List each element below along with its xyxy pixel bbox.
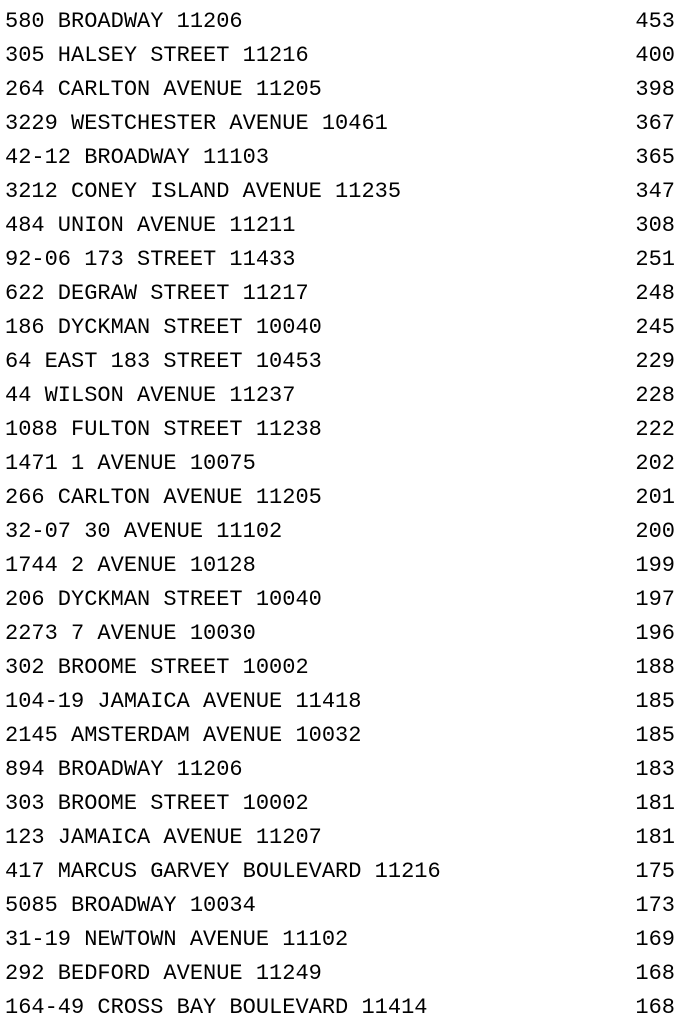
count-cell: 197 [635, 587, 675, 612]
count-cell: 168 [635, 995, 675, 1020]
address-cell: 186 DYCKMAN STREET 10040 [5, 315, 322, 340]
count-cell: 400 [635, 43, 675, 68]
count-cell: 228 [635, 383, 675, 408]
table-row: 164-49 CROSS BAY BOULEVARD 11414 168 [5, 991, 675, 1025]
table-row: 32-07 30 AVENUE 11102 200 [5, 515, 675, 549]
count-cell: 398 [635, 77, 675, 102]
table-row: 123 JAMAICA AVENUE 11207 181 [5, 821, 675, 855]
table-row: 1471 1 AVENUE 10075 202 [5, 447, 675, 481]
count-cell: 185 [635, 689, 675, 714]
count-cell: 173 [635, 893, 675, 918]
address-cell: 894 BROADWAY 11206 [5, 757, 243, 782]
table-row: 417 MARCUS GARVEY BOULEVARD 11216 175 [5, 855, 675, 889]
address-cell: 417 MARCUS GARVEY BOULEVARD 11216 [5, 859, 441, 884]
table-row: 2145 AMSTERDAM AVENUE 10032 185 [5, 719, 675, 753]
table-row: 2273 7 AVENUE 10030 196 [5, 617, 675, 651]
count-cell: 168 [635, 961, 675, 986]
address-cell: 44 WILSON AVENUE 11237 [5, 383, 296, 408]
address-cell: 3212 CONEY ISLAND AVENUE 11235 [5, 179, 402, 204]
table-row: 264 CARLTON AVENUE 11205 398 [5, 73, 675, 107]
address-cell: 92-06 173 STREET 11433 [5, 247, 296, 272]
table-row: 92-06 173 STREET 11433 251 [5, 243, 675, 277]
address-cell: 305 HALSEY STREET 11216 [5, 43, 309, 68]
address-cell: 264 CARLTON AVENUE 11205 [5, 77, 322, 102]
count-cell: 183 [635, 757, 675, 782]
count-cell: 201 [635, 485, 675, 510]
count-cell: 453 [635, 9, 675, 34]
address-count-table: 580 BROADWAY 11206 453 305 HALSEY STREET … [5, 5, 675, 1025]
table-row: 44 WILSON AVENUE 11237 228 [5, 379, 675, 413]
table-row: 3212 CONEY ISLAND AVENUE 11235 347 [5, 175, 675, 209]
table-row: 64 EAST 183 STREET 10453 229 [5, 345, 675, 379]
table-row: 186 DYCKMAN STREET 10040 245 [5, 311, 675, 345]
address-cell: 32-07 30 AVENUE 11102 [5, 519, 283, 544]
address-cell: 266 CARLTON AVENUE 11205 [5, 485, 322, 510]
address-cell: 580 BROADWAY 11206 [5, 9, 243, 34]
address-cell: 164-49 CROSS BAY BOULEVARD 11414 [5, 995, 428, 1020]
count-cell: 202 [635, 451, 675, 476]
count-cell: 185 [635, 723, 675, 748]
table-row: 3229 WESTCHESTER AVENUE 10461 367 [5, 107, 675, 141]
count-cell: 200 [635, 519, 675, 544]
count-cell: 367 [635, 111, 675, 136]
table-row: 302 BROOME STREET 10002 188 [5, 651, 675, 685]
table-row: 580 BROADWAY 11206 453 [5, 5, 675, 39]
count-cell: 175 [635, 859, 675, 884]
address-cell: 303 BROOME STREET 10002 [5, 791, 309, 816]
address-cell: 292 BEDFORD AVENUE 11249 [5, 961, 322, 986]
count-cell: 347 [635, 179, 675, 204]
table-row: 894 BROADWAY 11206 183 [5, 753, 675, 787]
address-cell: 1088 FULTON STREET 11238 [5, 417, 322, 442]
address-cell: 1744 2 AVENUE 10128 [5, 553, 256, 578]
table-row: 31-19 NEWTOWN AVENUE 11102 169 [5, 923, 675, 957]
address-cell: 5085 BROADWAY 10034 [5, 893, 256, 918]
count-cell: 365 [635, 145, 675, 170]
table-row: 42-12 BROADWAY 11103 365 [5, 141, 675, 175]
table-row: 484 UNION AVENUE 11211 308 [5, 209, 675, 243]
table-row: 303 BROOME STREET 10002 181 [5, 787, 675, 821]
table-row: 292 BEDFORD AVENUE 11249 168 [5, 957, 675, 991]
count-cell: 222 [635, 417, 675, 442]
address-cell: 42-12 BROADWAY 11103 [5, 145, 270, 170]
count-cell: 308 [635, 213, 675, 238]
address-cell: 2145 AMSTERDAM AVENUE 10032 [5, 723, 362, 748]
address-cell: 31-19 NEWTOWN AVENUE 11102 [5, 927, 349, 952]
count-cell: 181 [635, 791, 675, 816]
address-cell: 302 BROOME STREET 10002 [5, 655, 309, 680]
count-cell: 245 [635, 315, 675, 340]
table-row: 104-19 JAMAICA AVENUE 11418 185 [5, 685, 675, 719]
address-cell: 3229 WESTCHESTER AVENUE 10461 [5, 111, 388, 136]
table-row: 305 HALSEY STREET 11216 400 [5, 39, 675, 73]
count-cell: 199 [635, 553, 675, 578]
address-cell: 123 JAMAICA AVENUE 11207 [5, 825, 322, 850]
address-cell: 104-19 JAMAICA AVENUE 11418 [5, 689, 362, 714]
table-row: 1744 2 AVENUE 10128 199 [5, 549, 675, 583]
address-cell: 64 EAST 183 STREET 10453 [5, 349, 322, 374]
address-cell: 206 DYCKMAN STREET 10040 [5, 587, 322, 612]
count-cell: 248 [635, 281, 675, 306]
count-cell: 169 [635, 927, 675, 952]
table-row: 206 DYCKMAN STREET 10040 197 [5, 583, 675, 617]
table-row: 1088 FULTON STREET 11238 222 [5, 413, 675, 447]
count-cell: 229 [635, 349, 675, 374]
count-cell: 188 [635, 655, 675, 680]
address-cell: 622 DEGRAW STREET 11217 [5, 281, 309, 306]
table-row: 5085 BROADWAY 10034 173 [5, 889, 675, 923]
count-cell: 181 [635, 825, 675, 850]
address-cell: 1471 1 AVENUE 10075 [5, 451, 256, 476]
table-row: 622 DEGRAW STREET 11217 248 [5, 277, 675, 311]
count-cell: 251 [635, 247, 675, 272]
address-cell: 484 UNION AVENUE 11211 [5, 213, 296, 238]
table-row: 266 CARLTON AVENUE 11205 201 [5, 481, 675, 515]
count-cell: 196 [635, 621, 675, 646]
address-cell: 2273 7 AVENUE 10030 [5, 621, 256, 646]
